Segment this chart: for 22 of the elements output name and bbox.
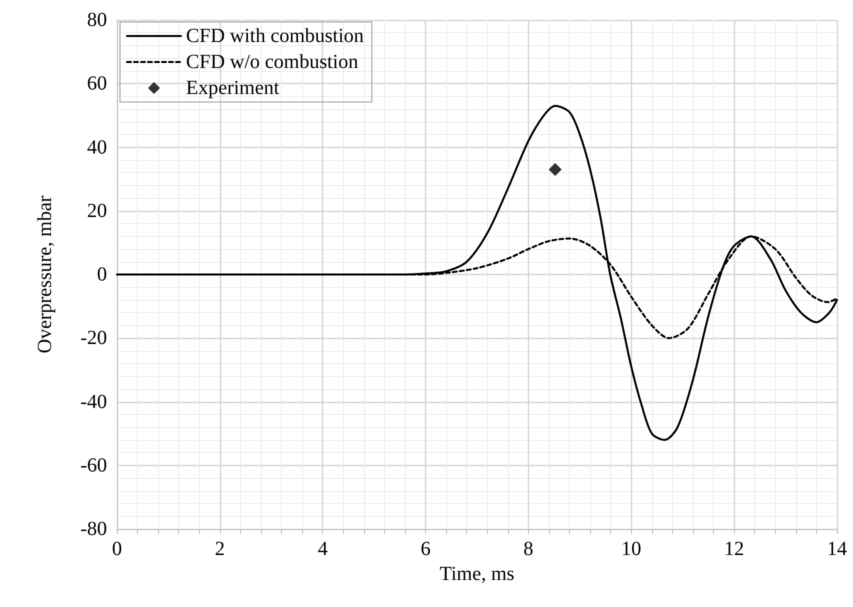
y-tick-label: -40 [80,390,107,413]
x-tick-label: 0 [112,538,122,560]
legend-label: CFD with combustion [186,25,364,47]
y-tick-label: 20 [87,200,107,222]
y-tick-label: -60 [80,454,107,476]
y-axis-title: Overpressure, mbar [34,195,56,354]
x-tick-label: 8 [523,538,534,560]
x-axis-title: Time, ms [440,562,515,585]
y-tick-label: 80 [87,9,107,31]
x-tick-label: 12 [724,538,744,560]
x-tick-label: 6 [420,538,431,560]
legend-label: CFD w/o combustion [186,51,358,73]
y-tick-label: -20 [80,327,107,350]
x-tick-label: 14 [827,538,847,560]
x-tick-label: 10 [621,538,642,560]
y-tick-label: -80 [80,518,107,540]
legend-label: Experiment [186,77,280,99]
x-tick-label: 2 [214,538,225,560]
y-tick-label: 60 [87,72,107,95]
y-tick-label: 40 [87,136,107,158]
y-tick-label: 0 [97,264,107,286]
x-tick-label: 4 [318,538,328,560]
